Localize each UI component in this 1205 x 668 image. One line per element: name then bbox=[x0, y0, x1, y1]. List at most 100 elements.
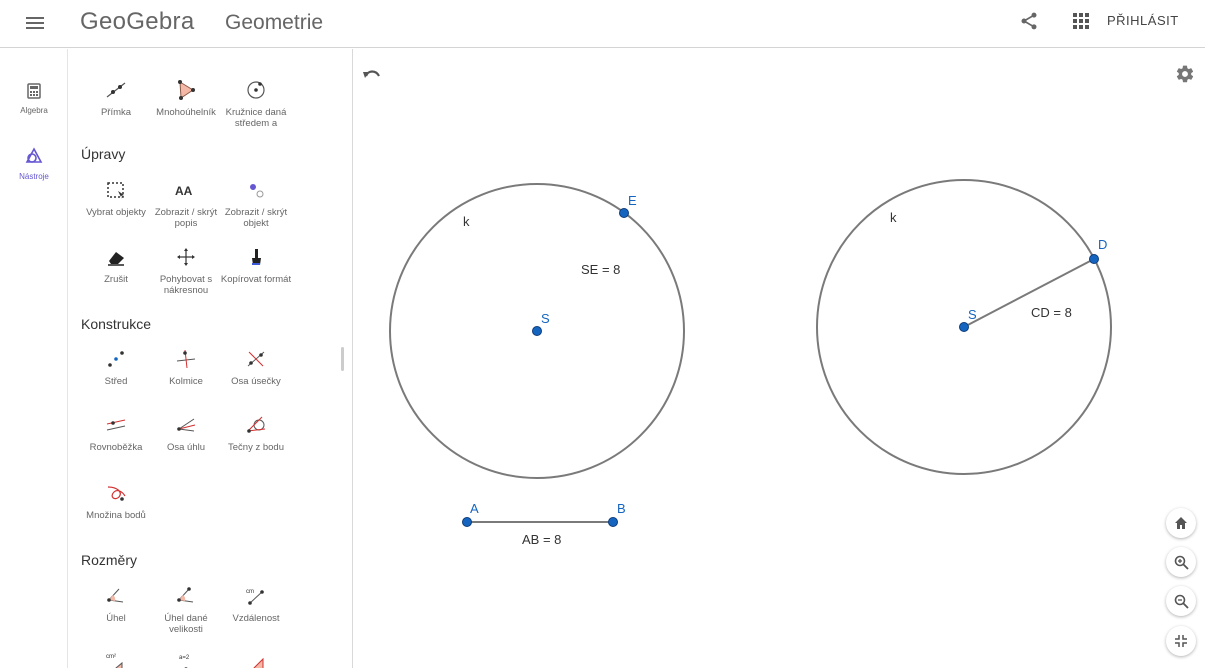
tools-panel: Přímka Mnohoúhelník Kružnice daná střede… bbox=[68, 49, 353, 668]
point-d-label: D bbox=[1098, 237, 1107, 252]
midpoint-icon bbox=[108, 351, 124, 367]
select-rectangle-icon bbox=[107, 182, 124, 199]
tool-move-graphics[interactable]: Pohybovat s nákresnou bbox=[148, 244, 224, 296]
tool-label: Střed bbox=[104, 376, 128, 387]
side-rail: Algebra Nástroje bbox=[0, 49, 68, 668]
exit-fullscreen-icon bbox=[1175, 635, 1187, 647]
point-s-1[interactable] bbox=[532, 326, 542, 336]
tool-label: Mnohoúhelník bbox=[156, 107, 216, 118]
circle-center-icon bbox=[247, 81, 265, 99]
circle-k-2[interactable] bbox=[816, 179, 1112, 475]
tool-circle-center-point[interactable]: Kružnice daná středem a bbox=[218, 77, 294, 129]
tool-midpoint[interactable]: Střed bbox=[78, 346, 154, 387]
rail-algebra[interactable]: Algebra bbox=[0, 83, 68, 115]
point-d[interactable] bbox=[1089, 254, 1099, 264]
exit-fullscreen-button[interactable] bbox=[1166, 626, 1196, 656]
apps-grid-icon[interactable] bbox=[1073, 13, 1089, 29]
bisector-icon bbox=[247, 351, 265, 367]
tool-label: Tečny z bodu bbox=[228, 442, 284, 453]
perpendicular-icon bbox=[176, 349, 196, 369]
tool-slider[interactable]: a=2 bbox=[148, 649, 224, 668]
point-s-1-label: S bbox=[541, 311, 550, 326]
settings-gear-icon[interactable] bbox=[1175, 64, 1195, 84]
slope-icon bbox=[253, 657, 264, 668]
angle-icon bbox=[107, 588, 124, 603]
tool-label: Množina bodů bbox=[86, 510, 146, 521]
paintbrush-icon bbox=[252, 249, 261, 265]
rail-algebra-label: Algebra bbox=[20, 106, 48, 115]
circle-2-label: k bbox=[890, 210, 897, 225]
tool-angle[interactable]: Úhel bbox=[78, 583, 154, 624]
tool-perpendicular-bisector[interactable]: Osa úsečky bbox=[218, 346, 294, 387]
tool-area[interactable]: cm² bbox=[78, 649, 154, 668]
distance-icon-text: cm bbox=[246, 589, 254, 595]
tool-select-objects[interactable]: Vybrat objekty bbox=[78, 177, 154, 218]
measure-ab: AB = 8 bbox=[522, 532, 561, 547]
circle-k-1[interactable] bbox=[389, 183, 685, 479]
tool-distance[interactable]: cm Vzdálenost bbox=[218, 583, 294, 624]
tool-angle-given-size[interactable]: Úhel dané velikosti bbox=[148, 583, 224, 635]
tool-copy-style[interactable]: Kopírovat formát bbox=[218, 244, 294, 285]
area-icon: cm² bbox=[106, 654, 123, 668]
section-upravy: Úpravy bbox=[81, 146, 126, 162]
point-s-2-label: S bbox=[968, 307, 977, 322]
section-rozmery: Rozměry bbox=[81, 552, 138, 568]
tools-shapes-icon bbox=[25, 147, 43, 163]
tool-angle-bisector[interactable]: Osa úhlu bbox=[148, 412, 224, 453]
tool-label: Úhel dané velikosti bbox=[164, 613, 208, 635]
graphics-view[interactable]: k S E SE = 8 k S D CD = 8 A B AB = 8 bbox=[354, 49, 1205, 668]
zoom-out-button[interactable] bbox=[1166, 586, 1196, 616]
zoom-in-button[interactable] bbox=[1166, 547, 1196, 577]
rail-tools-label: Nástroje bbox=[19, 172, 49, 181]
move-arrows-icon bbox=[177, 248, 195, 266]
line-icon bbox=[106, 82, 126, 98]
tool-perpendicular[interactable]: Kolmice bbox=[148, 346, 224, 387]
tool-show-hide-label[interactable]: AA Zobrazit / skrýt popis bbox=[148, 177, 224, 229]
calculator-icon bbox=[27, 83, 41, 99]
section-konstrukce: Konstrukce bbox=[81, 316, 152, 332]
measure-cd: CD = 8 bbox=[1031, 305, 1072, 320]
segment-sd[interactable] bbox=[963, 258, 1095, 328]
point-b[interactable] bbox=[608, 517, 618, 527]
point-e[interactable] bbox=[619, 208, 629, 218]
login-button[interactable]: PŘIHLÁSIT bbox=[1107, 13, 1179, 28]
tool-label: Zrušit bbox=[104, 274, 128, 285]
parallel-icon bbox=[106, 419, 126, 431]
area-icon-text: cm² bbox=[106, 654, 116, 660]
tool-tangents[interactable]: Tečny z bodu bbox=[218, 412, 294, 453]
hamburger-menu-icon[interactable] bbox=[26, 14, 44, 32]
tool-label: Pohybovat s nákresnou bbox=[159, 274, 213, 296]
geometry-canvas: k S E SE = 8 k S D CD = 8 A B AB = 8 bbox=[389, 179, 1112, 547]
tool-label: Úhel bbox=[106, 613, 126, 624]
tool-polygon[interactable]: Mnohoúhelník bbox=[148, 77, 224, 118]
locus-icon bbox=[107, 486, 126, 501]
tool-slope[interactable] bbox=[218, 649, 294, 668]
point-a-label: A bbox=[470, 501, 479, 516]
share-icon[interactable] bbox=[1019, 11, 1039, 31]
undo-icon[interactable] bbox=[362, 66, 382, 82]
slider-icon-text: a=2 bbox=[179, 655, 190, 661]
tool-label: Kružnice daná středem a bbox=[225, 107, 287, 129]
tangents-icon bbox=[247, 416, 266, 433]
polygon-icon bbox=[178, 80, 195, 100]
show-hide-object-icon bbox=[250, 184, 264, 198]
home-view-button[interactable] bbox=[1166, 508, 1196, 538]
app-title: Geometrie bbox=[225, 11, 324, 34]
slider-icon: a=2 bbox=[179, 655, 190, 668]
tool-label: Osa úhlu bbox=[166, 442, 206, 453]
tool-show-hide-object[interactable]: Zobrazit / skrýt objekt bbox=[218, 177, 294, 229]
tool-locus[interactable]: Množina bodů bbox=[78, 480, 154, 521]
tool-line[interactable]: Přímka bbox=[78, 77, 154, 118]
point-b-label: B bbox=[617, 501, 626, 516]
tool-delete[interactable]: Zrušit bbox=[78, 244, 154, 285]
distance-icon: cm bbox=[246, 589, 264, 605]
panel-resize-handle[interactable] bbox=[341, 347, 344, 371]
point-s-2[interactable] bbox=[959, 322, 969, 332]
rail-tools[interactable]: Nástroje bbox=[0, 147, 68, 181]
point-a[interactable] bbox=[462, 517, 472, 527]
home-icon bbox=[1175, 517, 1187, 529]
tool-label: Zobrazit / skrýt popis bbox=[154, 207, 218, 229]
label-aa-icon: AA bbox=[175, 184, 193, 198]
tool-parallel[interactable]: Rovnoběžka bbox=[78, 412, 154, 453]
measure-se: SE = 8 bbox=[581, 262, 620, 277]
